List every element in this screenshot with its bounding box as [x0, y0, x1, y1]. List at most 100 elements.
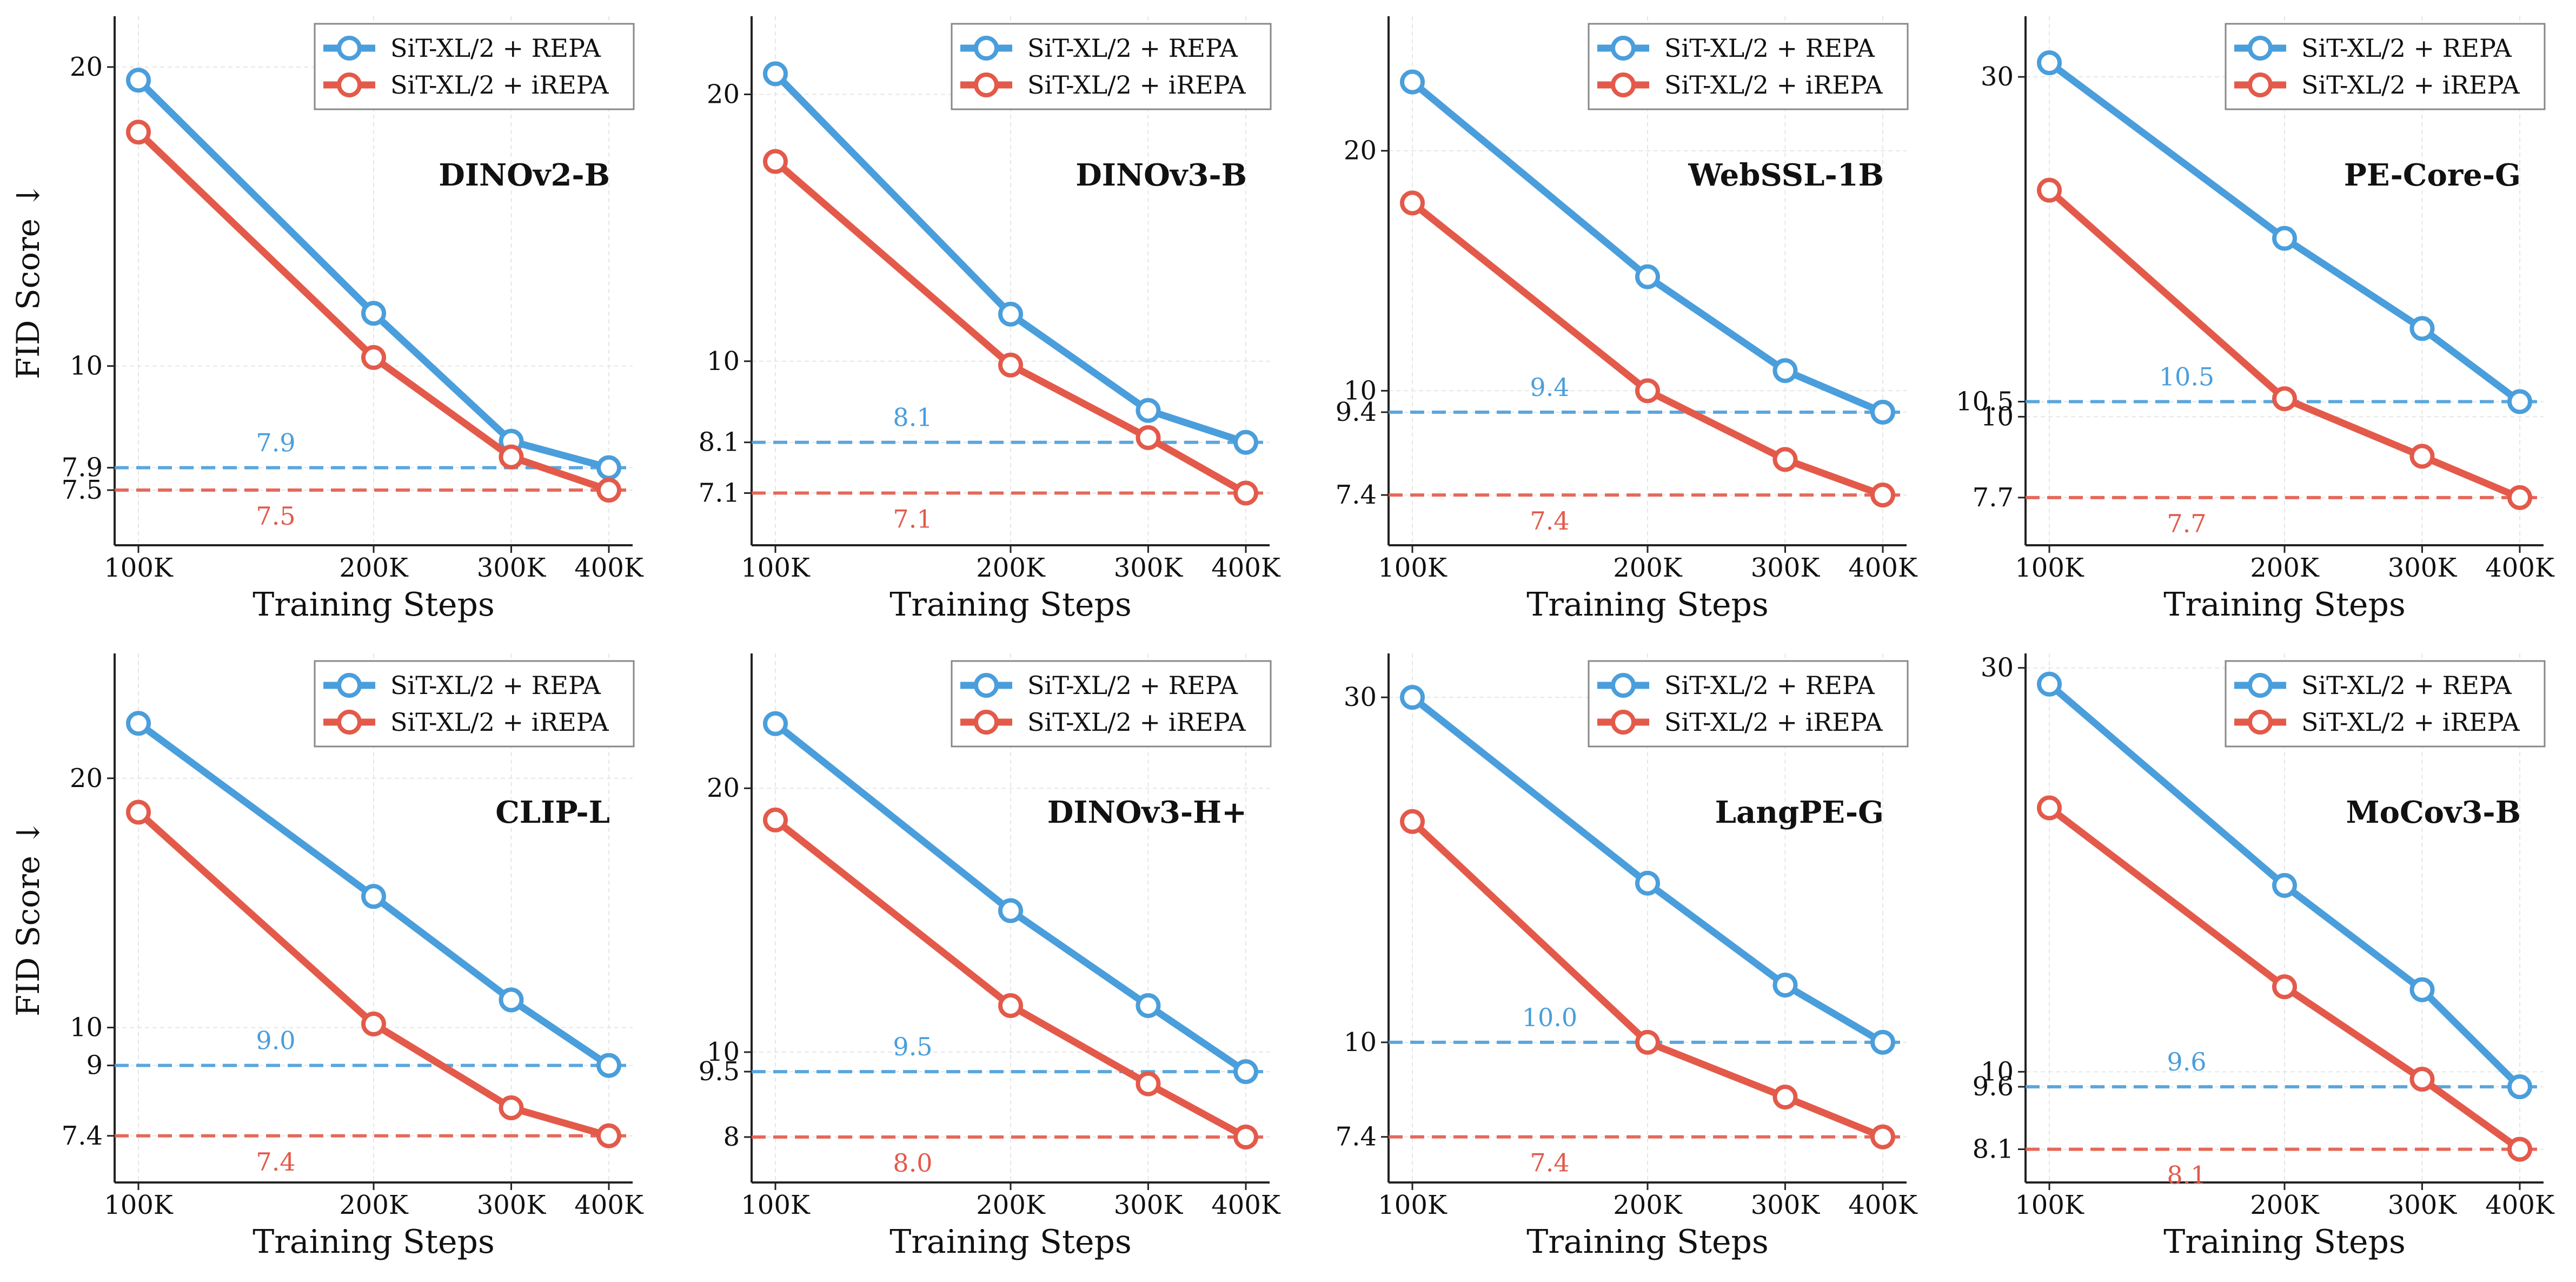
legend-marker-irepa — [2248, 72, 2273, 97]
data-point-irepa — [361, 1011, 386, 1036]
data-point-irepa — [126, 799, 151, 825]
reference-label-repa: 9.6 — [2167, 1047, 2206, 1076]
x-tick-label: 200K — [976, 1190, 1046, 1220]
data-point-repa — [596, 1053, 621, 1078]
x-axis-label: Training Steps — [2163, 586, 2406, 624]
legend-box — [2225, 660, 2546, 748]
x-tick-label: 300K — [1114, 1190, 1184, 1220]
data-point-repa — [361, 301, 386, 326]
x-tick-label: 400K — [574, 553, 644, 583]
series-line-repa — [135, 76, 613, 472]
data-point-repa — [1400, 685, 1425, 710]
legend-label: SiT-XL/2 + iREPA — [1664, 70, 1883, 100]
data-point-irepa — [2272, 386, 2297, 412]
data-point-repa — [1136, 398, 1161, 423]
data-point-repa — [2507, 1074, 2532, 1100]
data-point-repa — [763, 61, 788, 87]
data-point-irepa — [1870, 483, 1895, 508]
panel-title: DINOv2-B — [439, 157, 610, 193]
x-tick-label: 300K — [1114, 553, 1184, 583]
data-point-repa — [1233, 1059, 1258, 1085]
data-point-irepa — [361, 345, 386, 370]
series-line-irepa — [1409, 818, 1887, 1141]
legend-marker-repa — [337, 673, 362, 698]
data-point-irepa — [2409, 444, 2435, 469]
legend-label: SiT-XL/2 + REPA — [2301, 34, 2512, 63]
x-tick-label: 400K — [574, 1190, 644, 1220]
reference-label-repa: 7.9 — [256, 428, 295, 458]
x-tick-label: 200K — [339, 553, 409, 583]
legend-marker-irepa — [974, 72, 999, 97]
reference-label-irepa: 7.7 — [2167, 509, 2206, 538]
x-tick-label: 100K — [1378, 553, 1448, 583]
legend-box — [314, 23, 635, 110]
data-point-irepa — [2507, 1136, 2532, 1162]
data-point-irepa — [1635, 378, 1660, 404]
legend-label: SiT-XL/2 + REPA — [2301, 671, 2512, 700]
series-line-repa — [2046, 680, 2524, 1091]
y-tick-label: 20 — [1344, 136, 1377, 166]
x-tick-label: 300K — [2388, 553, 2458, 583]
series-line-repa — [1409, 78, 1887, 416]
x-tick-label: 300K — [477, 553, 547, 583]
legend-label: SiT-XL/2 + REPA — [390, 671, 601, 700]
panel-title: WebSSL-1B — [1688, 157, 1884, 193]
x-tick-label: 200K — [976, 553, 1046, 583]
x-tick-label: 300K — [477, 1190, 547, 1220]
x-tick-label: 400K — [2485, 553, 2555, 583]
data-point-irepa — [596, 1123, 621, 1148]
legend-label: SiT-XL/2 + iREPA — [2301, 70, 2520, 100]
series-line-repa — [772, 720, 1250, 1075]
legend-box — [951, 660, 1272, 748]
data-point-irepa — [126, 120, 151, 145]
series-line-repa — [772, 70, 1250, 446]
reference-label-repa: 9.0 — [256, 1026, 295, 1055]
data-point-repa — [2409, 316, 2435, 341]
data-point-repa — [596, 455, 621, 480]
legend-label: SiT-XL/2 + iREPA — [1664, 708, 1883, 737]
data-point-irepa — [1136, 425, 1161, 451]
data-point-repa — [998, 301, 1023, 327]
reference-label-repa: 10.5 — [2159, 362, 2214, 391]
x-tick-label: 200K — [2250, 1190, 2320, 1220]
legend-box — [951, 23, 1272, 110]
series-line-repa — [2046, 59, 2524, 405]
data-point-irepa — [763, 807, 788, 832]
data-point-repa — [126, 711, 151, 736]
legend-marker-repa — [1611, 36, 1636, 61]
legend-box — [314, 660, 635, 748]
legend-label: SiT-XL/2 + iREPA — [390, 70, 609, 100]
data-point-repa — [361, 884, 386, 909]
y-tick-label: 20 — [70, 52, 103, 82]
y-tick-label: 8 — [723, 1122, 740, 1152]
series-line-irepa — [135, 808, 613, 1140]
x-tick-label: 400K — [2485, 1190, 2555, 1220]
y-tick-label: 10 — [707, 1037, 740, 1067]
y-tick-label: 7.4 — [1336, 1122, 1377, 1152]
legend-marker-irepa — [1611, 710, 1636, 735]
series-line-irepa — [772, 816, 1250, 1141]
x-axis-label: Training Steps — [253, 1223, 495, 1261]
legend-marker-irepa — [337, 710, 362, 735]
legend-marker-repa — [1611, 673, 1636, 698]
panel-title: MoCov3-B — [2346, 795, 2521, 830]
x-axis-label: Training Steps — [889, 1223, 1132, 1261]
x-tick-label: 400K — [1848, 1190, 1918, 1220]
legend-label: SiT-XL/2 + iREPA — [1027, 70, 1246, 100]
x-axis-label: Training Steps — [253, 586, 495, 624]
series-line-irepa — [772, 158, 1250, 497]
reference-label-repa: 8.1 — [893, 403, 932, 432]
x-tick-label: 300K — [2388, 1190, 2458, 1220]
data-point-repa — [1870, 399, 1895, 425]
y-tick-label: 10 — [707, 346, 740, 376]
reference-label-repa: 10.0 — [1522, 1003, 1577, 1032]
data-point-irepa — [1233, 1125, 1258, 1150]
y-axis-label: FID Score ↓ — [10, 182, 47, 379]
legend-label: SiT-XL/2 + iREPA — [1027, 708, 1246, 737]
legend-label: SiT-XL/2 + iREPA — [2301, 708, 2520, 737]
y-tick-label: 7.9 — [62, 453, 103, 483]
data-point-irepa — [1772, 1085, 1798, 1110]
y-tick-label: 20 — [707, 79, 740, 109]
